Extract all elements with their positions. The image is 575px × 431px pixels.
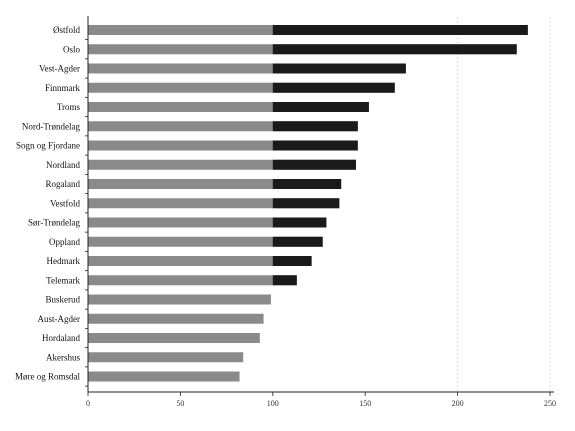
bar (88, 82, 395, 93)
category-label: Nordland (46, 160, 80, 170)
bar-dark-segment (272, 179, 342, 189)
bar-dark-segment (272, 82, 395, 93)
bar (88, 236, 323, 247)
x-tick-label: 200 (452, 399, 464, 408)
x-tick-label: 50 (176, 399, 184, 408)
bar (88, 63, 406, 74)
bar (88, 275, 297, 286)
bar-dark-segment (272, 63, 406, 74)
bar-dark-segment (272, 140, 358, 151)
bar-dark-segment (272, 217, 327, 228)
category-label: Aust-Agder (38, 314, 81, 324)
bar (88, 294, 271, 305)
category-label: Sogn og Fjordane (16, 141, 80, 151)
bar (88, 102, 369, 112)
category-label: Vest-Agder (39, 64, 80, 74)
bar (88, 371, 240, 382)
bar-dark-segment (272, 256, 312, 266)
category-label: Nord-Trøndelag (22, 121, 81, 131)
bar-dark-segment (272, 198, 340, 209)
x-tick-label: 250 (544, 399, 556, 408)
category-label: Telemark (46, 275, 80, 285)
bar (88, 140, 358, 151)
bar-dark-segment (272, 236, 323, 247)
bar (88, 352, 244, 363)
category-label: Rogaland (46, 179, 81, 189)
category-label: Akershus (46, 352, 80, 362)
category-label: Møre og Romsdal (15, 372, 80, 382)
x-tick-label: 0 (86, 399, 90, 408)
bar-dark-segment (272, 44, 517, 55)
bar (88, 313, 264, 324)
bar (88, 121, 358, 132)
bar (88, 159, 356, 170)
bar (88, 333, 260, 343)
grid-lines (457, 18, 551, 392)
category-labels: Østfold Oslo Vest-Agder Finnmark Troms Nord-T… (15, 25, 81, 382)
category-label: Sør-Trøndelag (28, 218, 80, 228)
bar (88, 256, 312, 266)
bar (88, 179, 342, 189)
x-tick-label: 100 (267, 399, 279, 408)
bar (88, 217, 327, 228)
category-label: Østfold (53, 25, 81, 35)
category-label: Finnmark (45, 83, 80, 93)
axes (85, 16, 554, 393)
category-label: Oslo (63, 44, 81, 54)
x-ticks: 0 50 100 150 200 250 (86, 392, 556, 408)
bar-dark-segment (272, 275, 297, 286)
category-label: Hordaland (42, 333, 80, 343)
category-label: Vestfold (50, 198, 80, 208)
bar-dark-segment (272, 159, 356, 170)
category-label: Buskerud (46, 295, 81, 305)
bars (88, 25, 528, 382)
category-label: Troms (57, 102, 81, 112)
bar-dark-segment (272, 25, 528, 35)
x-tick-label: 150 (359, 399, 371, 408)
bar-dark-segment (272, 102, 369, 112)
bar-dark-segment (272, 121, 358, 132)
bar (88, 198, 340, 209)
category-label: Oppland (49, 237, 80, 247)
category-label: Hedmark (47, 256, 81, 266)
